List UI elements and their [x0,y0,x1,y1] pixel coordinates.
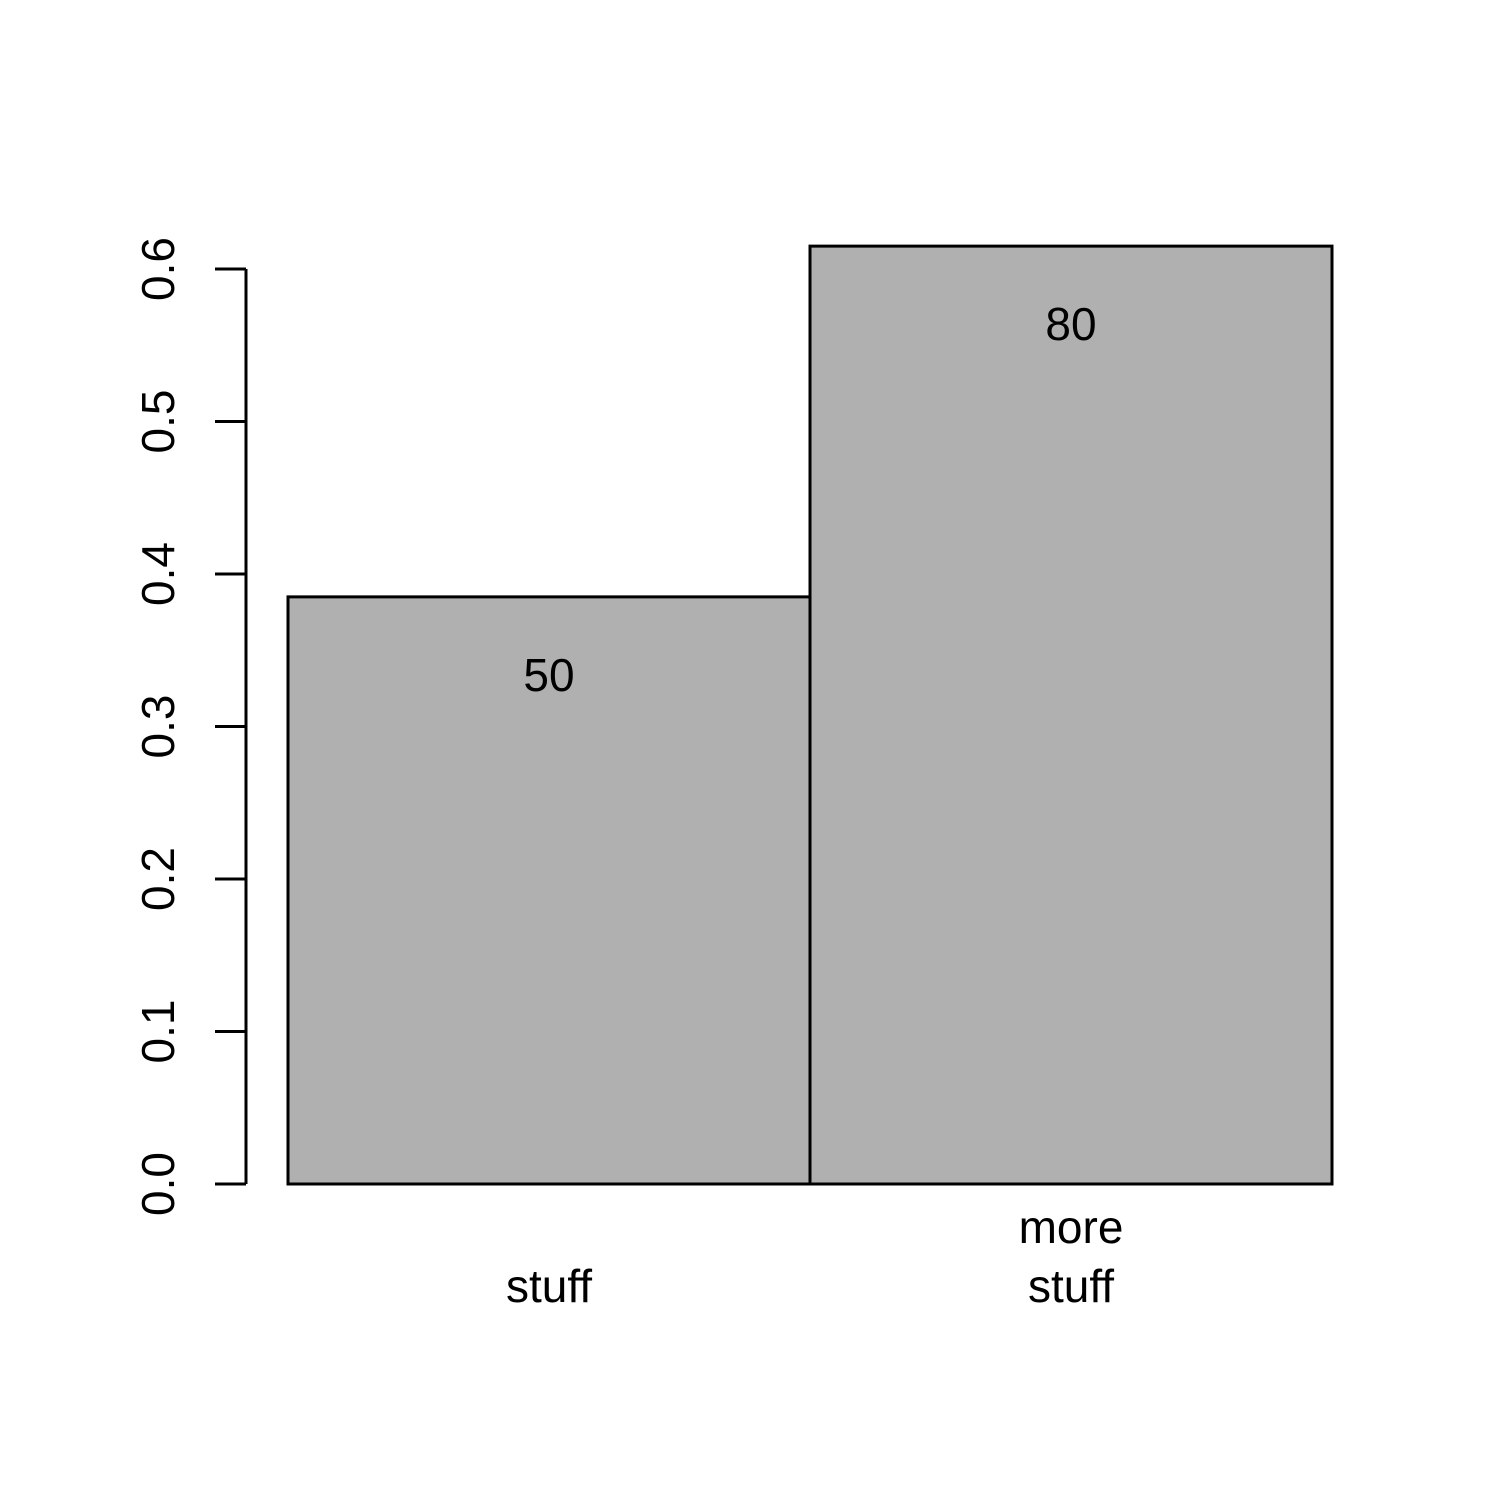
data-labels: 50 80 [523,298,1096,701]
y-tick-label: 0.6 [132,237,184,301]
bar [808,244,1334,1186]
y-axis: 0.0 0.1 0.2 0.3 0.4 0.5 0.6 [132,237,248,1216]
y-tick-label: 0.1 [132,1000,184,1064]
category-labels: stuff more stuff [506,1201,1123,1312]
category-label: more [1019,1201,1124,1253]
bar-value-label: 50 [523,649,574,701]
category-label: stuff [506,1260,592,1312]
y-tick-label: 0.4 [132,542,184,606]
bars [286,244,1334,1186]
y-tick-label: 0.3 [132,695,184,759]
bar-value-label: 80 [1045,298,1096,350]
bar [286,595,812,1186]
y-tick-label: 0.5 [132,390,184,454]
y-tick-label: 0.0 [132,1152,184,1216]
y-tick-label: 0.2 [132,847,184,911]
category-label: stuff [1028,1260,1114,1312]
